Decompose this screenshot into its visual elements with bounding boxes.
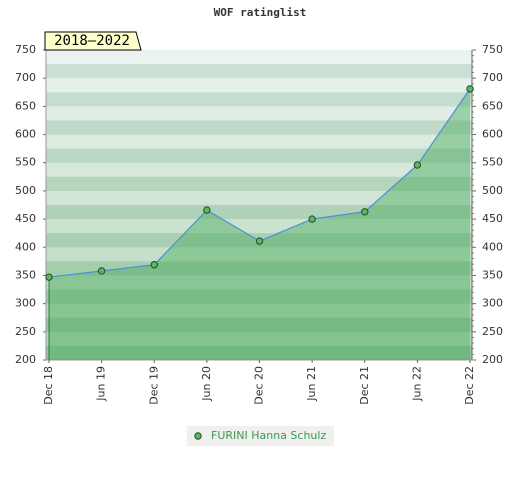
point (97, 267, 106, 275)
background-stripe (46, 162, 472, 178)
legend-marker (194, 432, 202, 440)
y-tick-label: 650 (15, 99, 36, 112)
background-stripe (46, 303, 472, 319)
background-stripe (46, 134, 472, 150)
x-tick-label: Dec 19 (147, 366, 160, 405)
point (255, 237, 264, 245)
background-stripe (46, 289, 472, 305)
background-stripe (46, 345, 472, 361)
x-tick-label: Jun 22 (410, 366, 423, 402)
y2-tick-label: 500 (482, 184, 503, 197)
y2-tick-label: 600 (482, 128, 503, 141)
point (413, 161, 422, 169)
y2-tick-label: 450 (482, 212, 503, 225)
x-tick-label: Dec 20 (253, 366, 266, 405)
background-stripe (46, 148, 472, 164)
point (361, 208, 369, 216)
y2-tick-label: 700 (482, 71, 503, 84)
annotation: 2018–2022 (54, 33, 130, 49)
y2-tick-label: 250 (482, 325, 503, 338)
y2-tick-label: 350 (482, 268, 503, 281)
point (203, 206, 211, 214)
legend-box (187, 426, 334, 446)
y2-tick-label: 750 (482, 43, 503, 56)
y2-tick-label: 200 (482, 353, 503, 366)
legend: FURINI Hanna Schulz (187, 426, 334, 446)
point (466, 85, 474, 93)
y-tick-label: 300 (15, 297, 36, 310)
background-stripe (46, 219, 472, 234)
background-stripe (46, 50, 472, 65)
y-tick-label: 200 (15, 353, 36, 366)
y-tick-label: 250 (15, 325, 36, 338)
point (308, 215, 316, 223)
point (45, 273, 53, 281)
y-tick-label: 600 (15, 128, 36, 141)
area (49, 88, 470, 361)
chart-title: WOF ratinglist (214, 6, 307, 19)
y-tick-label: 550 (15, 156, 36, 169)
background-stripe (46, 190, 472, 206)
y-tick-label: 450 (15, 212, 36, 225)
y-tick-label: 750 (15, 43, 36, 56)
x-tick-label: Jun 21 (305, 366, 318, 402)
background-stripe (46, 120, 472, 136)
y-tick-label: 400 (15, 240, 36, 253)
annotation-box (44, 31, 142, 51)
y-tick-label: 500 (15, 184, 36, 197)
y2-tick-label: 550 (482, 156, 503, 169)
y-tick-label: 350 (15, 268, 36, 281)
background-stripe (46, 78, 472, 93)
x-tick-label: Jun 19 (95, 366, 108, 402)
background-stripe (46, 176, 472, 192)
background-stripe (46, 247, 472, 262)
x-tick-label: Dec 18 (42, 366, 55, 405)
y2-tick-label: 400 (482, 240, 503, 253)
legend-label: FURINI Hanna Schulz (211, 429, 326, 442)
y2-tick-label: 650 (482, 99, 503, 112)
x-tick-label: Dec 21 (358, 366, 371, 405)
background-stripe (46, 331, 472, 347)
x-tick-label: Dec 22 (463, 366, 476, 405)
x-tick-label: Jun 20 (200, 366, 213, 402)
background-stripe (46, 106, 472, 121)
y-tick-label: 700 (15, 71, 36, 84)
background-stripe (46, 92, 472, 107)
background-stripe (46, 317, 472, 333)
y2-tick-label: 300 (482, 297, 503, 310)
background-stripe (46, 64, 472, 79)
point (150, 261, 158, 269)
background-stripe (46, 275, 472, 291)
